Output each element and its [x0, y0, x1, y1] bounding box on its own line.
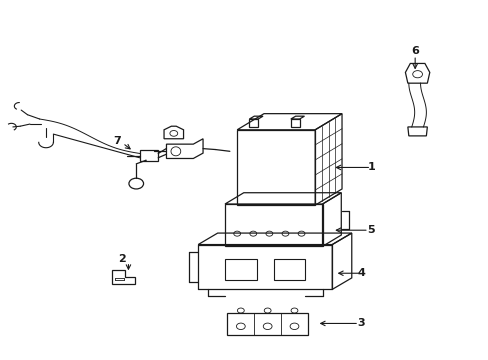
Bar	[237, 130, 315, 205]
Text: 6: 6	[410, 46, 418, 56]
Text: 2: 2	[118, 254, 125, 264]
Text: 3: 3	[357, 319, 365, 328]
Text: 1: 1	[366, 162, 374, 172]
Text: 5: 5	[366, 225, 374, 235]
Bar	[249, 119, 258, 127]
Bar	[273, 259, 305, 280]
Bar	[290, 119, 299, 127]
Bar	[140, 150, 158, 161]
Text: 7: 7	[113, 136, 121, 145]
Bar	[224, 259, 256, 280]
Bar	[224, 204, 322, 246]
Bar	[227, 314, 307, 335]
Text: 4: 4	[357, 268, 365, 278]
